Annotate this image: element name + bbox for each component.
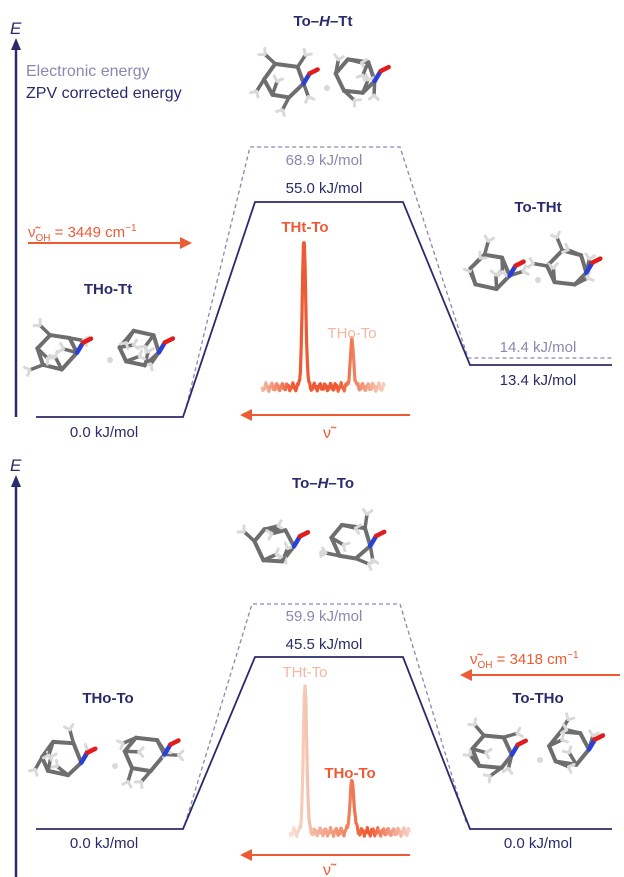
left-conformer-label-top: THo-Tt bbox=[84, 281, 132, 298]
molecule-right-bottom bbox=[462, 712, 606, 784]
zpv-profile-bottom bbox=[36, 656, 612, 830]
energy-axis-arrowhead-bottom bbox=[11, 475, 21, 487]
molecule-left-bottom bbox=[27, 723, 185, 790]
molecule-ts-top bbox=[249, 46, 391, 118]
ir-spectrum-bottom bbox=[288, 684, 412, 838]
oh-frequency-note-bottom: ν̃OH = 3418 cm−1 bbox=[470, 650, 579, 671]
nu-axis-arrowhead-bottom bbox=[240, 849, 252, 861]
spectrum-major-label-bottom: THo-To bbox=[324, 765, 375, 782]
spectrum-minor-label-top: THo-To bbox=[327, 325, 376, 342]
ts-electronic-energy-bottom: 59.9 kJ/mol bbox=[286, 608, 363, 625]
right-electronic-energy-top: 14.4 kJ/mol bbox=[500, 339, 577, 356]
molecule-left-top bbox=[22, 317, 176, 377]
right-conformer-label-top: To-THt bbox=[514, 199, 561, 216]
electronic-profile-bottom bbox=[184, 603, 467, 825]
ts-zpv-energy-bottom: 45.5 kJ/mol bbox=[286, 636, 363, 653]
molecule-ts-bottom bbox=[236, 508, 387, 572]
left-energy-top: 0.0 kJ/mol bbox=[70, 424, 138, 441]
right-conformer-label-bottom: To-THo bbox=[512, 690, 563, 707]
nu-axis-label-bottom: ν̃ bbox=[323, 862, 337, 877]
energy-axis-label-bottom: E bbox=[10, 456, 22, 475]
oh-frequency-arrowhead-top bbox=[180, 237, 192, 249]
electronic-profile-top bbox=[184, 146, 612, 413]
nu-axis-label-top: ν̃ bbox=[323, 425, 337, 442]
oh-frequency-note-top: ν̃OH = 3449 cm−1 bbox=[28, 223, 137, 244]
panel-top: E Electronic energy ZPV corrected energy… bbox=[10, 13, 612, 442]
ts-label-bottom: To–H–To bbox=[292, 475, 354, 492]
ts-zpv-energy-top: 55.0 kJ/mol bbox=[286, 180, 363, 197]
spectrum-minor-label-bottom: THt-To bbox=[283, 664, 328, 681]
panel-bottom: E To–H–To 59.9 kJ/mol 45.5 kJ/mol THo-To… bbox=[10, 456, 620, 877]
right-zpv-energy-top: 13.4 kJ/mol bbox=[500, 372, 577, 389]
spectrum-major-label-top: THt-To bbox=[281, 219, 328, 236]
energy-axis-arrowhead-top bbox=[11, 38, 21, 50]
ts-label-top: To–H–Tt bbox=[294, 13, 353, 30]
right-energy-bottom: 0.0 kJ/mol bbox=[504, 835, 572, 852]
ir-spectrum-top bbox=[260, 241, 386, 393]
left-energy-bottom: 0.0 kJ/mol bbox=[70, 835, 138, 852]
nu-axis-arrowhead-top bbox=[240, 409, 252, 421]
ts-electronic-energy-top: 68.9 kJ/mol bbox=[286, 152, 363, 169]
legend-electronic: Electronic energy bbox=[26, 63, 150, 80]
left-conformer-label-bottom: THo-To bbox=[82, 690, 133, 707]
legend-zpv: ZPV corrected energy bbox=[26, 85, 182, 102]
energy-axis-label-top: E bbox=[10, 19, 22, 38]
oh-frequency-arrowhead-bottom bbox=[460, 669, 472, 681]
zpv-profile-top bbox=[36, 201, 612, 418]
molecule-right-top bbox=[462, 230, 603, 292]
